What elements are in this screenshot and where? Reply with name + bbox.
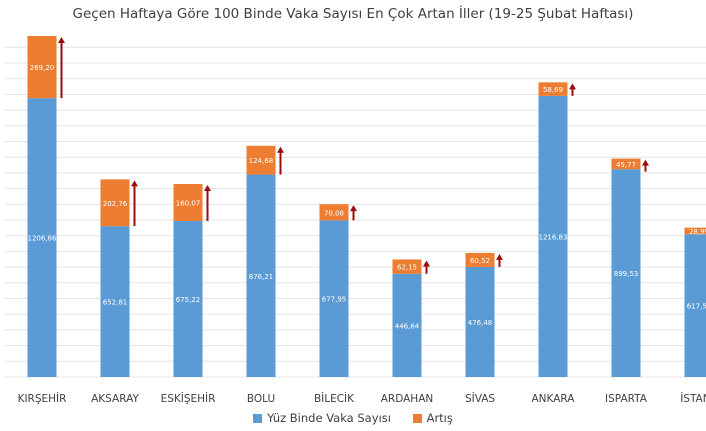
up-arrow-icon: [423, 260, 430, 274]
data-label-vaka: 899,53: [614, 270, 639, 278]
data-label-vaka: 677,95: [322, 296, 347, 304]
data-label-artis: 45,77: [616, 161, 636, 169]
bar-artis: [538, 82, 568, 96]
x-tick-label: KIRŞEHİR: [18, 392, 67, 405]
up-arrow-icon: [277, 146, 284, 175]
data-label-vaka: 476,48: [468, 319, 493, 327]
x-tick-label: BİLECİK: [314, 392, 355, 405]
bar-vaka: [173, 221, 203, 377]
chart-title: Geçen Haftaya Göre 100 Binde Vaka Sayısı…: [72, 6, 634, 22]
x-tick-label: SİVAS: [465, 392, 495, 405]
data-label-artis: 62,15: [397, 264, 417, 272]
data-label-artis: 160,07: [176, 200, 201, 208]
bar-artis: [611, 158, 641, 170]
data-label-vaka: 617,50: [687, 303, 706, 311]
data-label-artis: 269,20: [30, 64, 55, 72]
data-label-artis: 202,76: [103, 200, 128, 208]
bar-artis: [465, 252, 495, 267]
up-arrow-icon: [131, 180, 138, 227]
legend-item-vaka: Yüz Binde Vaka Sayısı: [253, 411, 391, 425]
data-label-artis: 28,99: [689, 228, 706, 236]
up-arrow-icon: [58, 36, 65, 99]
bar-artis: [27, 35, 57, 99]
legend-item-artis: Artış: [412, 411, 453, 425]
bar-vaka: [684, 234, 706, 377]
data-label-vaka: 652,81: [103, 299, 128, 307]
bar-vaka: [538, 95, 568, 377]
bar-artis: [319, 204, 349, 221]
x-tick-label: ISPARTA: [605, 393, 648, 405]
bar-vaka: [392, 273, 422, 377]
legend-swatch-vaka: [253, 414, 263, 423]
legend-swatch-artis: [412, 414, 422, 423]
x-tick-label: İSTANB: [680, 392, 706, 405]
bar-vaka: [465, 266, 495, 377]
bar-artis: [100, 179, 130, 227]
bar-vaka: [100, 226, 130, 377]
up-arrow-icon: [204, 185, 211, 222]
bar-artis: [392, 259, 422, 274]
bar-artis: [684, 227, 706, 235]
x-tick-label: ANKARA: [532, 393, 576, 405]
up-arrow-icon: [350, 205, 357, 221]
data-label-vaka: 446,64: [395, 322, 420, 330]
up-arrow-icon: [569, 83, 576, 96]
data-label-artis: 58,69: [543, 86, 563, 94]
x-tick-label: ARDAHAN: [381, 393, 434, 405]
bar-artis: [173, 184, 203, 222]
data-label-artis: 124,68: [249, 157, 274, 165]
x-tick-label: BOLU: [247, 393, 275, 405]
bar-artis: [246, 145, 276, 175]
data-label-vaka: 1206,86: [28, 235, 57, 243]
data-label-vaka: 876,21: [249, 273, 274, 281]
bar-vaka: [611, 169, 641, 377]
legend-label-vaka: Yüz Binde Vaka Sayısı: [267, 411, 391, 425]
legend-label-artis: Artış: [426, 411, 453, 425]
data-label-vaka: 675,22: [176, 296, 201, 304]
up-arrow-icon: [496, 253, 503, 267]
bar-vaka: [246, 174, 276, 377]
data-label-artis: 60,52: [470, 257, 490, 265]
up-arrow-icon: [642, 159, 649, 172]
legend: Yüz Binde Vaka Sayısı Artış: [0, 411, 706, 425]
bar-vaka: [27, 98, 57, 378]
x-tick-label: ESKİŞEHİR: [161, 392, 216, 405]
data-label-vaka: 1216,83: [539, 233, 568, 241]
x-tick-label: AKSARAY: [91, 393, 139, 405]
data-label-artis: 70,08: [324, 209, 344, 217]
bar-vaka: [319, 220, 349, 377]
